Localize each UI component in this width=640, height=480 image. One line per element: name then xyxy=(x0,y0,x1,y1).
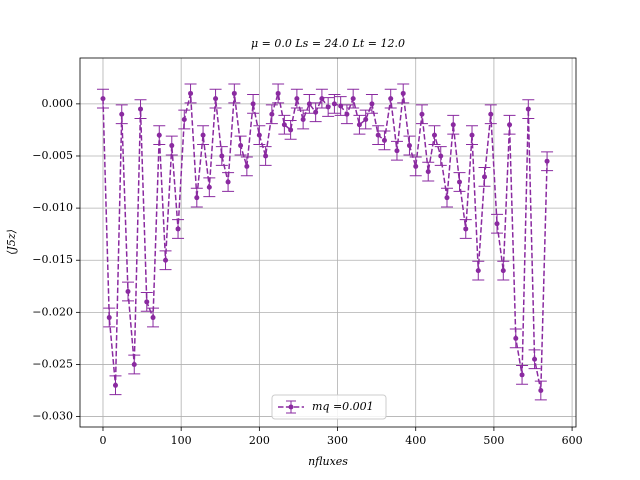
data-point xyxy=(469,132,475,138)
data-point xyxy=(438,153,444,159)
data-point xyxy=(181,117,187,122)
legend-label: mq =0.001 xyxy=(312,400,374,413)
x-axis-label: nfluxes xyxy=(308,455,348,468)
data-line xyxy=(102,93,548,391)
data-point xyxy=(500,268,506,274)
data-point xyxy=(106,315,112,321)
data-point xyxy=(457,179,463,185)
data-point xyxy=(381,137,387,143)
data-point xyxy=(206,184,212,190)
data-point xyxy=(519,372,525,378)
data-point xyxy=(475,268,481,274)
data-point xyxy=(144,299,150,305)
y-tick-label: −0.030 xyxy=(32,410,73,423)
y-axis-label: ⟨J5z⟩ xyxy=(5,229,18,255)
chart-title: μ = 0.0 Ls = 24.0 Lt = 12.0 xyxy=(251,37,405,50)
data-point xyxy=(194,195,200,201)
data-point xyxy=(281,122,287,128)
data-point xyxy=(244,163,250,169)
data-point xyxy=(231,90,237,96)
y-tick-label: −0.015 xyxy=(32,253,73,266)
data-point xyxy=(112,382,118,388)
x-tick-label: 100 xyxy=(171,434,192,447)
data-point xyxy=(356,122,362,128)
data-point xyxy=(338,103,344,109)
data-point xyxy=(538,388,544,394)
y-tick-label: −0.020 xyxy=(32,305,73,318)
data-point xyxy=(188,90,194,96)
data-point xyxy=(219,153,225,159)
x-tick-label: 600 xyxy=(562,434,583,447)
data-point xyxy=(294,96,300,102)
data-point xyxy=(375,132,381,138)
data-point xyxy=(488,111,494,117)
data-point xyxy=(350,96,356,102)
data-point xyxy=(325,104,331,110)
y-tick-label: −0.005 xyxy=(32,149,73,162)
data-point xyxy=(263,153,269,159)
x-tick-label: 200 xyxy=(249,434,270,447)
data-point xyxy=(463,226,469,232)
data-point xyxy=(313,109,319,115)
data-point xyxy=(213,96,219,102)
data-point xyxy=(200,132,206,138)
y-tick-label: −0.025 xyxy=(32,357,73,370)
x-tick-label: 500 xyxy=(483,434,504,447)
data-point xyxy=(275,90,281,96)
data-point xyxy=(544,158,550,164)
data-point xyxy=(494,221,500,227)
data-point xyxy=(138,106,144,112)
legend-box xyxy=(271,394,387,420)
y-tick-label: −0.010 xyxy=(32,201,73,214)
data-point xyxy=(406,143,412,149)
data-point xyxy=(388,96,394,102)
data-point xyxy=(175,226,181,232)
data-point xyxy=(100,96,106,102)
data-point xyxy=(269,111,275,117)
data-point xyxy=(450,122,456,128)
data-point xyxy=(413,163,419,169)
data-point xyxy=(525,106,531,112)
data-point xyxy=(306,101,312,107)
legend-marker xyxy=(288,404,294,410)
data-point xyxy=(369,101,375,107)
data-point xyxy=(250,101,256,107)
data-point xyxy=(225,179,231,185)
data-point xyxy=(513,335,519,341)
y-tick-label: 0.000 xyxy=(42,97,74,110)
x-tick-label: 0 xyxy=(99,434,106,447)
data-point xyxy=(288,127,294,133)
data-point xyxy=(331,101,337,107)
data-point xyxy=(256,132,262,138)
data-point xyxy=(150,315,156,321)
data-point xyxy=(169,143,175,149)
data-point xyxy=(156,132,162,138)
data-point xyxy=(363,117,369,122)
data-point xyxy=(444,195,450,201)
data-point xyxy=(419,111,425,117)
data-point xyxy=(319,96,325,102)
data-point xyxy=(163,257,169,263)
data-point xyxy=(425,169,431,175)
plot-frame xyxy=(79,57,577,428)
data-point xyxy=(507,122,513,128)
data-point xyxy=(119,111,125,117)
data-point xyxy=(344,111,350,117)
data-point xyxy=(125,288,131,294)
x-tick-label: 300 xyxy=(327,434,348,447)
data-point xyxy=(394,148,400,154)
data-point xyxy=(300,117,306,122)
data-point xyxy=(482,174,488,180)
data-point xyxy=(431,132,437,138)
data-point xyxy=(238,143,244,149)
x-tick-label: 400 xyxy=(405,434,426,447)
data-point xyxy=(400,90,406,96)
data-point xyxy=(131,361,137,367)
data-point xyxy=(532,356,538,362)
